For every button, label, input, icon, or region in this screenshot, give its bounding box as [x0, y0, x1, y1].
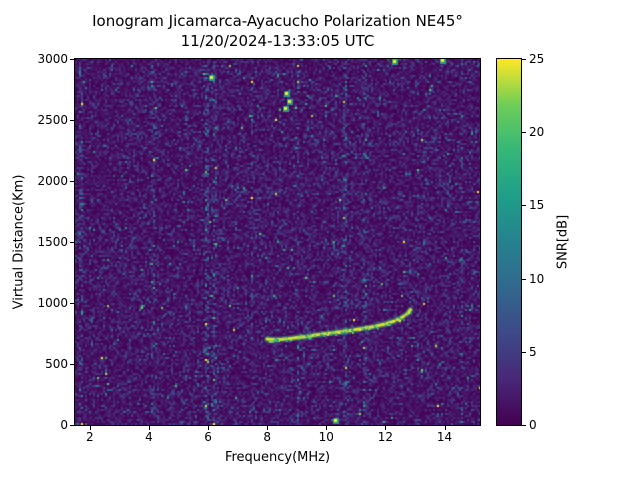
- ionogram-heatmap-canvas: [75, 59, 480, 425]
- y-tick-mark: [70, 242, 74, 243]
- y-tick-mark: [70, 425, 74, 426]
- y-tick-label: 500: [45, 357, 68, 371]
- x-tick-label: 6: [204, 430, 212, 444]
- y-tick-mark: [70, 181, 74, 182]
- colorbar-tick-mark: [522, 279, 526, 280]
- chart-title-line2: 11/20/2024-13:33:05 UTC: [180, 32, 375, 50]
- colorbar-frame: [496, 58, 522, 426]
- x-tick-mark: [149, 426, 150, 430]
- y-tick-mark: [70, 364, 74, 365]
- y-tick-mark: [70, 120, 74, 121]
- x-tick-label: 4: [145, 430, 153, 444]
- colorbar-tick-mark: [522, 205, 526, 206]
- y-tick-label: 3000: [37, 52, 68, 66]
- x-tick-label: 12: [377, 430, 394, 444]
- y-tick-mark: [70, 59, 74, 60]
- x-tick-label: 10: [318, 430, 334, 444]
- x-axis-label: Frequency(MHz): [224, 450, 331, 465]
- x-tick-mark: [385, 426, 386, 430]
- y-axis-label: Virtual Distance(Km): [11, 174, 27, 310]
- y-tick-mark: [70, 303, 74, 304]
- x-tick-label: 8: [263, 430, 271, 444]
- colorbar-tick-label: 20: [529, 125, 545, 140]
- chart-title-line1: Ionogram Jicamarca-Ayacucho Polarization…: [92, 12, 463, 30]
- colorbar-label: SNR[dB]: [555, 214, 571, 270]
- colorbar-tick-label: 10: [529, 271, 545, 286]
- y-tick-label: 2500: [37, 113, 68, 127]
- x-tick-label: 14: [436, 430, 453, 444]
- colorbar-tick-mark: [522, 425, 526, 426]
- y-tick-label: 1500: [37, 235, 68, 249]
- colorbar-tick-label: 15: [529, 198, 545, 213]
- colorbar-tick-mark: [522, 59, 526, 60]
- colorbar-tick-label: 25: [529, 52, 545, 66]
- y-tick-label: 2000: [37, 174, 68, 188]
- x-tick-mark: [326, 426, 327, 430]
- colorbar-tick-label: 5: [529, 344, 537, 359]
- colorbar-tick-mark: [522, 132, 526, 133]
- x-tick-mark: [90, 426, 91, 430]
- x-tick-mark: [445, 426, 446, 430]
- x-tick-label: 2: [85, 430, 94, 444]
- colorbar-tick-mark: [522, 352, 526, 353]
- x-tick-mark: [267, 426, 268, 430]
- x-tick-mark: [208, 426, 209, 430]
- y-tick-label: 1000: [37, 296, 68, 310]
- colorbar-tick-label: 0: [529, 418, 537, 432]
- colorbar-gradient-canvas: [497, 59, 521, 425]
- y-tick-label: 0: [60, 418, 68, 432]
- plot-area-frame: [74, 58, 481, 426]
